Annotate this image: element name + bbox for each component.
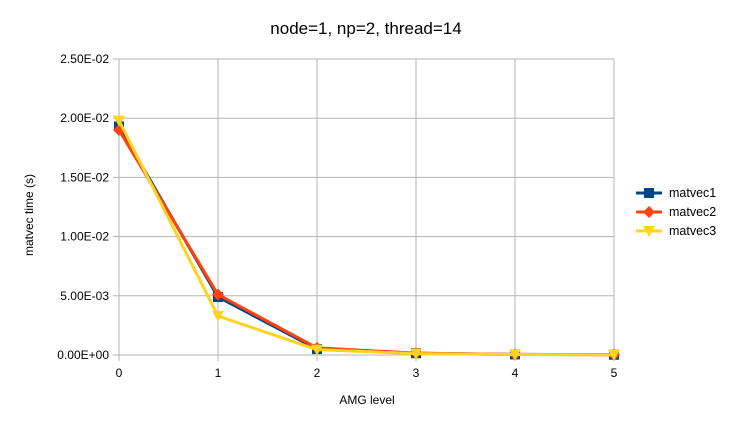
x-tick-label: 1 — [215, 366, 222, 380]
x-tick-label: 2 — [314, 366, 321, 380]
data-point-matvec3 — [113, 115, 125, 127]
series-matvec1 — [114, 121, 619, 360]
y-tick-label: 0.00E+00 — [57, 348, 109, 362]
y-tick-label: 2.00E-02 — [60, 111, 109, 125]
legend: matvec1 matvec2 matvec3 — [636, 186, 716, 238]
y-tick-label: 5.00E-03 — [60, 289, 109, 303]
x-tick-label: 4 — [512, 366, 519, 380]
y-tick-label: 1.00E-02 — [60, 230, 109, 244]
y-axis-ticks: 0.00E+00 5.00E-03 1.00E-02 1.50E-02 2.00E-02… — [57, 52, 109, 362]
legend-label: matvec1 — [669, 186, 716, 200]
legend-marker-icon — [643, 206, 655, 218]
data-point-matvec3 — [410, 348, 422, 360]
x-axis-label: AMG level — [339, 393, 394, 407]
series-group — [113, 115, 620, 361]
series-matvec2 — [113, 124, 620, 361]
data-point-matvec3 — [509, 349, 521, 361]
series-line-matvec3 — [117, 119, 615, 357]
legend-marker-icon — [644, 188, 654, 198]
x-tick-label: 0 — [116, 366, 123, 380]
legend-marker-icon — [643, 226, 655, 237]
x-tick-label: 5 — [611, 366, 618, 380]
data-point-matvec3 — [212, 310, 224, 322]
legend-item-matvec3: matvec3 — [636, 224, 716, 238]
legend-item-matvec1: matvec1 — [636, 186, 716, 200]
y-tick-label: 1.50E-02 — [60, 170, 109, 184]
series-matvec3 — [113, 115, 620, 361]
series-line-matvec1 — [117, 125, 615, 357]
x-axis-ticks: 0 1 2 3 4 5 — [116, 366, 618, 380]
series-line-matvec2 — [117, 129, 615, 357]
y-axis-label: matvec time (s) — [22, 174, 36, 256]
gridlines — [113, 58, 615, 361]
legend-label: matvec3 — [669, 224, 716, 238]
data-point-matvec3 — [311, 344, 323, 356]
x-tick-label: 3 — [413, 366, 420, 380]
legend-label: matvec2 — [669, 205, 716, 219]
legend-item-matvec2: matvec2 — [636, 205, 716, 219]
data-point-matvec2 — [212, 288, 224, 301]
y-tick-label: 2.50E-02 — [60, 52, 109, 66]
data-point-matvec3 — [608, 349, 620, 361]
chart-title: node=1, np=2, thread=14 — [270, 19, 461, 38]
